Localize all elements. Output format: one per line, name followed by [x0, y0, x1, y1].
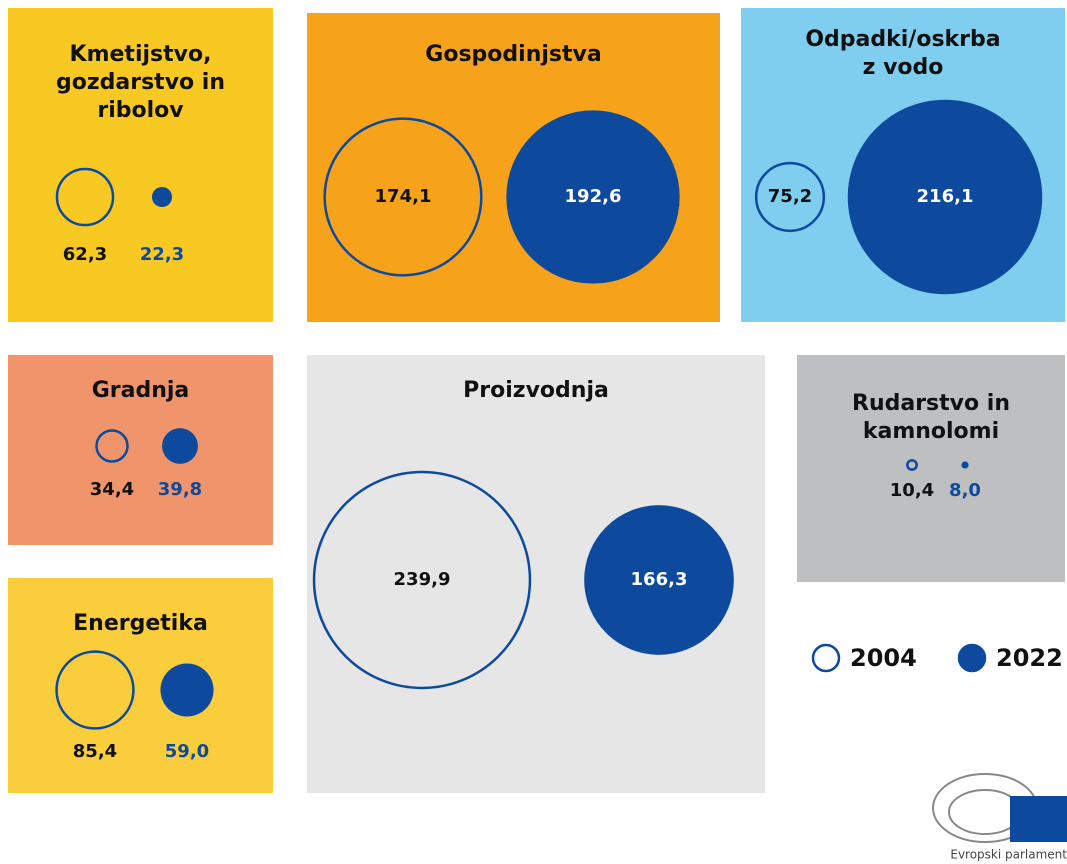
value-label: 39,8	[158, 479, 202, 500]
value-label: 59,0	[165, 741, 209, 762]
eu-logo	[932, 773, 1067, 843]
panel	[8, 8, 273, 322]
value-label: 166,3	[631, 569, 688, 590]
bubble-2022	[162, 428, 198, 464]
legend-label: 2022	[996, 644, 1063, 672]
value-label: 239,9	[394, 569, 451, 590]
panel-title: Proizvodnja	[463, 378, 609, 403]
panel	[8, 578, 273, 793]
bubble-2004	[754, 161, 826, 233]
bubble-2022	[160, 663, 214, 717]
bubble-2004	[906, 459, 918, 471]
bubble-2004	[95, 429, 129, 463]
legend-label: 2004	[850, 644, 917, 672]
bubble-2022	[506, 110, 680, 284]
panel-title: Gospodinjstva	[425, 42, 601, 67]
bubble-2004	[55, 650, 135, 730]
bubble-2022	[847, 99, 1043, 295]
legend-swatch	[957, 643, 987, 673]
panel-title: Rudarstvo in kamnolomi	[852, 391, 1010, 444]
value-label: 75,2	[768, 186, 812, 207]
value-label: 10,4	[890, 480, 934, 501]
bubble-2004	[55, 167, 115, 227]
value-label: 216,1	[917, 186, 974, 207]
legend-swatch	[811, 643, 841, 673]
value-label: 34,4	[90, 479, 134, 500]
value-label: 85,4	[73, 741, 117, 762]
panel-title: Gradnja	[92, 378, 190, 403]
value-label: 62,3	[63, 244, 107, 265]
bubble-2004	[323, 117, 483, 277]
panel	[8, 355, 273, 545]
bubble-2022	[151, 186, 173, 208]
bubble-2022	[584, 505, 734, 655]
panel-title: Energetika	[73, 611, 208, 636]
footer: Evropski parlament	[950, 848, 1067, 862]
panel	[797, 355, 1065, 582]
value-label: 8,0	[949, 480, 981, 501]
value-label: 174,1	[375, 186, 432, 207]
panel-title: Kmetijstvo, gozdarstvo in ribolov	[56, 42, 225, 123]
value-label: 192,6	[565, 186, 622, 207]
panel-title: Odpadki/oskrba z vodo	[805, 27, 1000, 80]
panels: Kmetijstvo, gozdarstvo in ribolov 62,3 22,3 G…	[8, 8, 1065, 793]
value-label: 22,3	[140, 244, 184, 265]
bubble-2004	[312, 470, 532, 690]
bubble-2022	[961, 461, 969, 469]
